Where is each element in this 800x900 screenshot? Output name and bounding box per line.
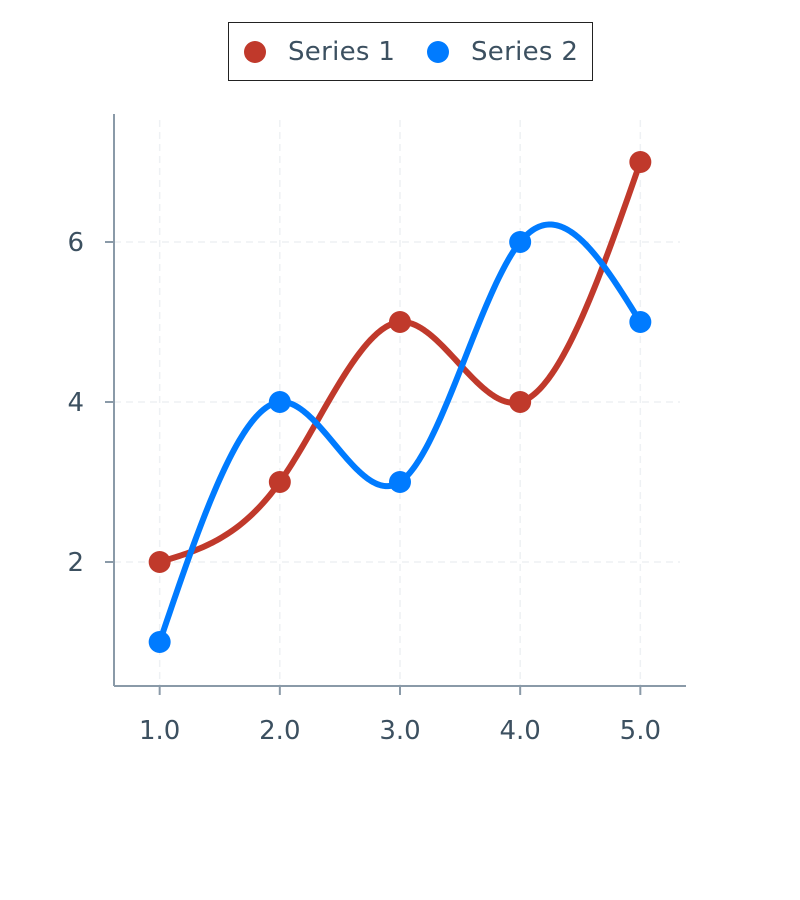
axes — [105, 114, 686, 695]
data-point-series-1-3 — [389, 311, 411, 333]
x-tick-label: 5.0 — [620, 716, 661, 746]
data-point-series-1-5 — [629, 151, 652, 173]
grid — [114, 120, 680, 686]
y-tick-label: 4 — [67, 388, 84, 418]
legend-marker-series-1 — [244, 40, 266, 63]
data-point-series-2-3 — [389, 471, 411, 493]
data-points — [148, 151, 652, 653]
legend-marker-series-2 — [427, 40, 449, 63]
data-point-series-2-5 — [629, 311, 652, 333]
x-tick-label: 2.0 — [259, 716, 300, 746]
data-point-series-1-2 — [268, 471, 291, 493]
data-point-series-2-2 — [268, 391, 291, 413]
tick-labels: 1.0 2.0 3.0 4.0 5.0 2 4 6 — [67, 228, 661, 746]
y-tick-label: 2 — [67, 548, 84, 578]
y-tick-label: 6 — [67, 228, 84, 258]
legend-item-series-2: Series 2 — [427, 23, 578, 80]
data-point-series-1-4 — [509, 391, 532, 413]
x-tick-label: 1.0 — [139, 716, 180, 746]
x-tick-label: 3.0 — [379, 716, 420, 746]
data-point-series-1-1 — [148, 551, 171, 573]
legend-label-series-1: Series 1 — [288, 36, 396, 67]
x-tick-label: 4.0 — [499, 716, 540, 746]
legend: Series 1 Series 2 — [228, 22, 593, 81]
data-point-series-2-1 — [148, 631, 171, 653]
legend-label-series-2: Series 2 — [471, 36, 579, 67]
legend-item-series-1: Series 1 — [244, 23, 395, 80]
data-point-series-2-4 — [509, 231, 532, 253]
